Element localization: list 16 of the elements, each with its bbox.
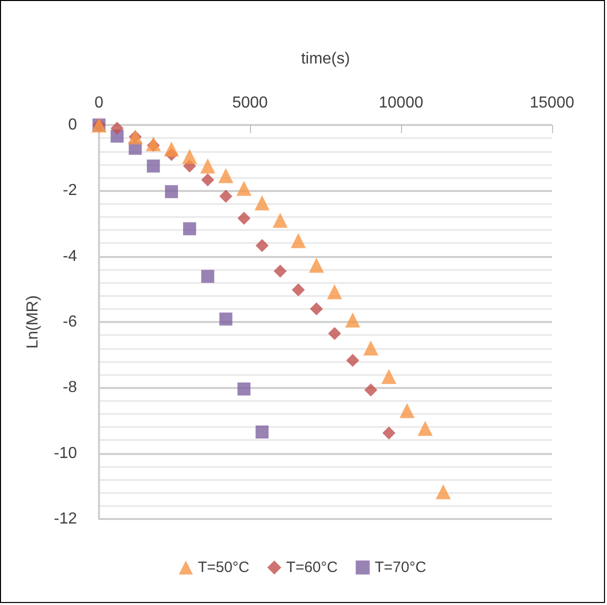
y-tick-label: -4 bbox=[62, 248, 78, 265]
y-tick-label: -2 bbox=[62, 182, 78, 200]
y-tick-label: -6 bbox=[62, 314, 78, 330]
y-tick-label: -10 bbox=[54, 444, 78, 462]
y-tick-label: 0 bbox=[68, 116, 78, 134]
legend-label: T=50°C bbox=[198, 559, 250, 576]
y-tick-label: -12 bbox=[54, 510, 78, 528]
legend-label: T=60°C bbox=[286, 559, 338, 576]
y-axis-title: Ln(MR) bbox=[24, 295, 42, 349]
x-axis-title: time(s) bbox=[301, 50, 350, 68]
x-tick-label: 15000 bbox=[530, 94, 574, 112]
x-tick-label: 5000 bbox=[232, 94, 268, 112]
x-tick-label: 10000 bbox=[378, 94, 424, 112]
legend-label: T=70°C bbox=[374, 559, 426, 576]
y-tick-label: -8 bbox=[62, 379, 78, 396]
x-tick-label: 0 bbox=[94, 94, 104, 112]
